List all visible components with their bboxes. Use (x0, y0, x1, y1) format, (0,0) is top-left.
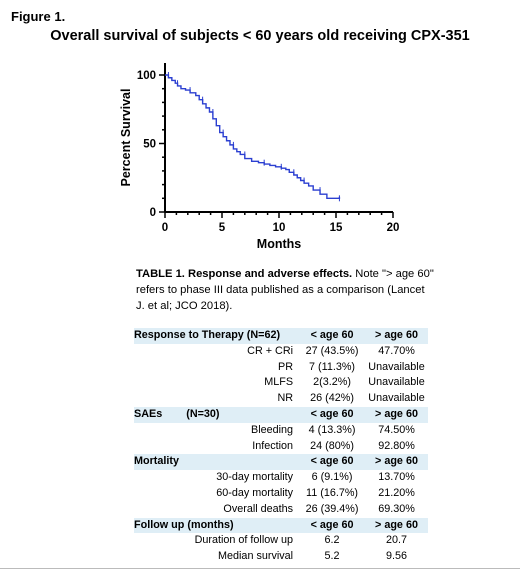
under-60-value: < age 60 (299, 517, 365, 534)
row-label: Response to Therapy (N=62) (134, 328, 300, 344)
row-label: Duration of follow up (194, 534, 294, 547)
results-table: Response to Therapy (N=62) < age 60 > age … (134, 328, 428, 565)
under-60-value: 4 (13.3%) (308, 423, 356, 436)
table-row: Overall deaths 26 (39.4%) 69.30% (134, 502, 428, 518)
under-60-value: < age 60 (299, 454, 365, 471)
x-axis-label: Months (257, 237, 301, 251)
under-60-value: 27 (43.5%) (305, 344, 359, 357)
x-tick-label: 20 (387, 222, 400, 234)
table-caption: TABLE 1. Response and adverse effects. N… (136, 266, 436, 314)
row-label: 60-day mortality (216, 486, 294, 499)
over-60-value: > age 60 (365, 406, 428, 423)
row-label: Follow up (months) (134, 517, 300, 534)
x-tick-label: 15 (330, 222, 343, 234)
over-60-value: > age 60 (365, 454, 428, 471)
table-row: 30-day mortality 6 (9.1%) 13.70% (134, 470, 428, 486)
table-row: 60-day mortality 11 (16.7%) 21.20% (134, 486, 428, 502)
over-60-value: Unavailable (368, 392, 425, 405)
y-tick-label: 100 (137, 70, 156, 82)
under-60-value: < age 60 (299, 328, 365, 344)
under-60-value: 24 (80%) (310, 439, 354, 452)
row-label: Mortality (134, 454, 300, 471)
x-tick-label: 0 (162, 222, 168, 234)
over-60-value: 21.20% (378, 486, 415, 499)
under-60-value: 5.2 (324, 550, 340, 563)
under-60-value: 7 (11.3%) (309, 360, 356, 373)
row-label: SAEs (N=30) (134, 406, 300, 423)
sae-count: (N=30) (186, 407, 220, 420)
under-60-value: 2(3.2%) (313, 376, 351, 389)
y-axis-label: Percent Survival (119, 89, 133, 187)
table-row: CR + CRi 27 (43.5%) 47.70% (134, 344, 428, 360)
row-label: Infection (252, 439, 294, 452)
over-60-value: 20.7 (385, 534, 407, 547)
row-label: Overall deaths (223, 502, 294, 515)
table-row: Infection 24 (80%) 92.80% (134, 439, 428, 455)
table-row: MLFS 2(3.2%) Unavailable (134, 375, 428, 391)
under-60-value: 26 (39.4%) (305, 502, 359, 515)
bottom-divider (0, 568, 520, 569)
row-label: 30-day mortality (216, 471, 294, 484)
over-60-value: Unavailable (368, 360, 425, 373)
over-60-value: Unavailable (368, 376, 425, 389)
table-section-header: Mortality < age 60 > age 60 (134, 454, 428, 471)
row-label: MLFS (264, 376, 294, 389)
over-60-value: > age 60 (365, 517, 428, 534)
under-60-value: 6.2 (324, 534, 340, 547)
figure-label: Figure 1. (11, 9, 66, 24)
over-60-value: 92.80% (378, 439, 415, 452)
y-tick-label: 0 (150, 207, 156, 219)
table-row: PR 7 (11.3%) Unavailable (134, 360, 428, 376)
row-label: Bleeding (251, 423, 294, 436)
x-tick-label: 5 (219, 222, 226, 234)
under-60-value: 11 (16.7%) (306, 486, 359, 499)
table-section-header: Response to Therapy (N=62) < age 60 > age … (134, 328, 428, 344)
table-row: Median survival 5.2 9.56 (134, 549, 428, 565)
table-caption-note: Note "> age 60" refers to phase III data… (136, 268, 434, 312)
results-table-wrap: Response to Therapy (N=62) < age 60 > age … (134, 328, 428, 565)
over-60-value: > age 60 (365, 328, 428, 344)
figure-title: Overall survival of subjects < 60 years … (50, 28, 470, 44)
over-60-value: 74.50% (378, 423, 415, 436)
x-tick-label: 10 (273, 222, 286, 234)
over-60-value: 47.70% (378, 344, 415, 357)
over-60-value: 9.56 (385, 550, 407, 563)
row-label: CR + CRi (247, 344, 294, 357)
under-60-value: 26 (42%) (310, 392, 354, 405)
table-row: Bleeding 4 (13.3%) 74.50% (134, 423, 428, 439)
row-label: PR (278, 360, 294, 373)
row-label: NR (277, 392, 294, 405)
survival-chart: 0 5 10 15 20 0 50 100 Months Percent Survival (119, 63, 400, 251)
table-caption-title: TABLE 1. Response and adverse effects. (136, 268, 353, 280)
under-60-value: 6 (9.1%) (311, 471, 353, 484)
over-60-value: 69.30% (378, 502, 415, 515)
table-section-header: SAEs (N=30) < age 60 > age 60 (134, 406, 428, 423)
survival-curve-line (165, 74, 341, 199)
row-label: Median survival (218, 550, 294, 563)
over-60-value: 13.70% (378, 471, 415, 484)
y-tick-label: 50 (143, 139, 156, 151)
under-60-value: < age 60 (299, 406, 365, 423)
table-section-header: Follow up (months) < age 60 > age 60 (134, 517, 428, 534)
table-row: NR 26 (42%) Unavailable (134, 391, 428, 407)
table-row: Duration of follow up 6.2 20.7 (134, 533, 428, 549)
